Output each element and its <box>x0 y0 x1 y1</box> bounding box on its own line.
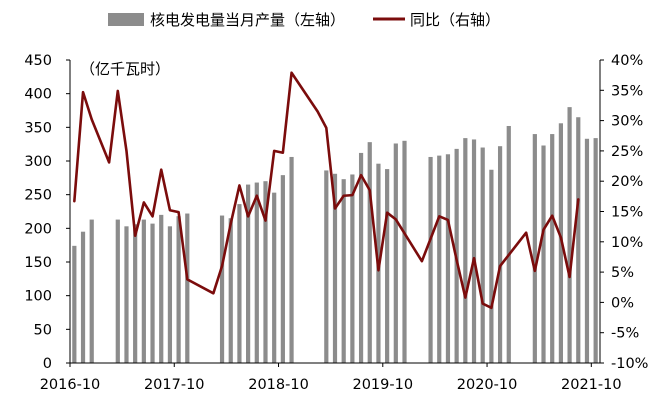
y-right-tick-label: 35% <box>611 83 643 99</box>
y-left-tick-label: 300 <box>24 154 52 170</box>
bar <box>350 174 355 363</box>
bar <box>393 143 398 363</box>
bar <box>445 154 451 363</box>
x-tick-label: 2019-10 <box>352 377 413 393</box>
bar <box>341 179 346 363</box>
bar <box>480 147 485 363</box>
bar <box>593 138 598 363</box>
y-left-tick-label: 350 <box>24 120 52 136</box>
y-left-tick-label: 450 <box>24 53 52 69</box>
bar <box>437 155 442 363</box>
y-left-unit-label: （亿千瓦时） <box>80 60 170 78</box>
x-tick-label: 2021-10 <box>561 377 622 393</box>
bar <box>89 219 94 363</box>
x-tick-label: 2018-10 <box>248 377 309 393</box>
bar <box>141 219 146 363</box>
bar <box>489 169 494 363</box>
y-right-tick-label: 15% <box>611 205 643 221</box>
y-right-tick-label: -10% <box>611 356 648 372</box>
bar <box>124 226 129 363</box>
bar <box>550 134 555 363</box>
bar <box>280 175 285 363</box>
bar <box>567 107 572 363</box>
bar <box>150 223 155 363</box>
x-tick-label: 2020-10 <box>457 377 518 393</box>
bar <box>254 182 259 363</box>
bar <box>532 134 537 363</box>
bar <box>576 117 581 363</box>
bar <box>246 184 251 363</box>
y-right-tick-label: 30% <box>611 114 643 130</box>
axes-group: 0 50 100 150 200 250 300 350 400 450 -10% -5% 0% 5% 10… <box>24 53 648 393</box>
y-left-tick-label: 50 <box>34 322 52 338</box>
y-right-tick-label: 10% <box>611 235 643 251</box>
bar <box>272 192 277 363</box>
bars-group <box>72 107 598 364</box>
bar <box>497 146 503 363</box>
legend-bar-label: 核电发电量当月产量（左轴） <box>150 11 345 29</box>
y-left-tick-label: 0 <box>43 356 52 372</box>
bar <box>159 214 164 363</box>
legend: 核电发电量当月产量（左轴） 同比（右轴） <box>108 11 500 29</box>
y-left-tick-label: 200 <box>24 221 52 237</box>
legend-line-label: 同比（右轴） <box>410 11 500 29</box>
bar <box>324 170 329 363</box>
bar <box>185 213 190 363</box>
bar <box>289 156 294 363</box>
y-left-tick-label: 100 <box>24 289 52 305</box>
bar <box>541 145 546 363</box>
bar <box>167 226 173 363</box>
bar <box>367 142 372 363</box>
bar <box>506 125 511 364</box>
y-right-tick-label: 25% <box>611 144 643 160</box>
y-left-tick-label: 150 <box>24 255 52 271</box>
y-right-tick-label: 40% <box>611 53 643 69</box>
bar <box>471 139 477 363</box>
line-group <box>73 71 580 310</box>
bar <box>228 218 233 363</box>
bar <box>332 173 338 363</box>
bar <box>358 152 364 363</box>
y-right-tick-label: -5% <box>611 326 639 342</box>
bar <box>263 181 268 363</box>
bar <box>133 224 138 363</box>
y-right-tick-label: 5% <box>611 265 634 281</box>
bar <box>237 204 242 363</box>
y-left-tick-label: 400 <box>24 87 52 103</box>
bar <box>176 216 181 363</box>
legend-bar-swatch <box>108 13 144 26</box>
bar <box>402 140 407 363</box>
bar <box>463 138 468 363</box>
bar <box>72 245 77 363</box>
y-right-tick-label: 0% <box>611 295 634 311</box>
bar <box>584 138 590 363</box>
bar <box>385 169 390 363</box>
x-tick-label: 2016-10 <box>40 377 101 393</box>
bar <box>219 215 225 363</box>
bar <box>115 219 120 363</box>
x-tick-label: 2017-10 <box>144 377 205 393</box>
bar <box>80 231 86 363</box>
y-left-tick-label: 250 <box>24 188 52 204</box>
y-right-tick-label: 20% <box>611 174 643 190</box>
bar <box>428 156 433 363</box>
yoy-series-line <box>73 71 580 310</box>
